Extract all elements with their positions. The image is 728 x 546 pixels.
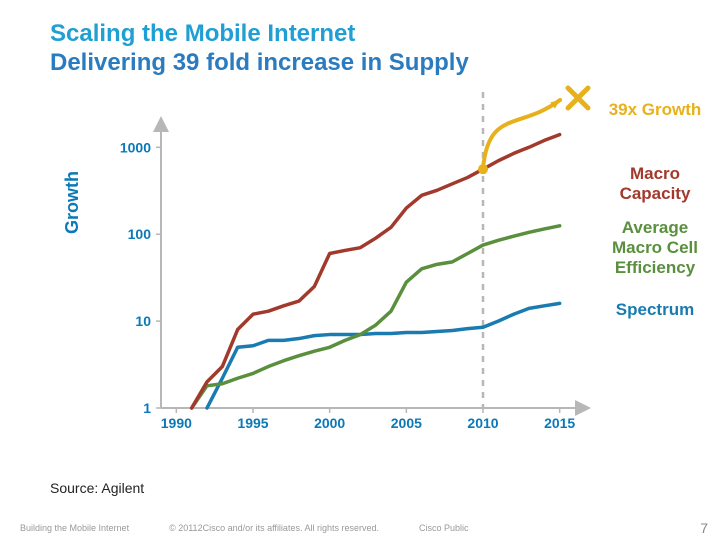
legend-macro: Macro Capacity bbox=[600, 164, 710, 204]
chart-svg: 1 10 100 1000 1990 1995 2000 2005 2010 2015 bbox=[105, 118, 585, 438]
slide-subtitle: Delivering 39 fold increase in Supply bbox=[50, 49, 698, 78]
slide-title: Scaling the Mobile Internet bbox=[50, 20, 698, 49]
svg-text:2005: 2005 bbox=[391, 415, 422, 431]
legend-efficiency: Average Macro Cell Efficiency bbox=[600, 218, 710, 278]
legend-spectrum: Spectrum bbox=[600, 300, 710, 320]
svg-text:10: 10 bbox=[135, 313, 151, 329]
legend-39x: 39x Growth bbox=[600, 100, 710, 120]
svg-text:2000: 2000 bbox=[314, 415, 345, 431]
y-axis-label: Growth bbox=[62, 171, 83, 234]
svg-text:1990: 1990 bbox=[161, 415, 192, 431]
footer-page: 7 bbox=[700, 520, 708, 536]
footer-copyright: © 20112Cisco and/or its affiliates. All … bbox=[169, 523, 379, 533]
svg-text:2010: 2010 bbox=[467, 415, 498, 431]
svg-text:1995: 1995 bbox=[237, 415, 268, 431]
source-text: Source: Agilent bbox=[50, 480, 144, 496]
chart-area: 1 10 100 1000 1990 1995 2000 2005 2010 2015 bbox=[105, 118, 585, 438]
footer: Building the Mobile Internet © 20112Cisc… bbox=[20, 520, 708, 536]
slide: Scaling the Mobile Internet Delivering 3… bbox=[0, 0, 728, 546]
title-block: Scaling the Mobile Internet Delivering 3… bbox=[50, 20, 698, 78]
svg-text:1: 1 bbox=[143, 400, 151, 416]
footer-cisco-public: Cisco Public bbox=[419, 523, 469, 533]
svg-text:2015: 2015 bbox=[544, 415, 575, 431]
footer-building: Building the Mobile Internet bbox=[20, 523, 129, 533]
svg-text:1000: 1000 bbox=[120, 139, 151, 155]
svg-text:100: 100 bbox=[128, 226, 152, 242]
